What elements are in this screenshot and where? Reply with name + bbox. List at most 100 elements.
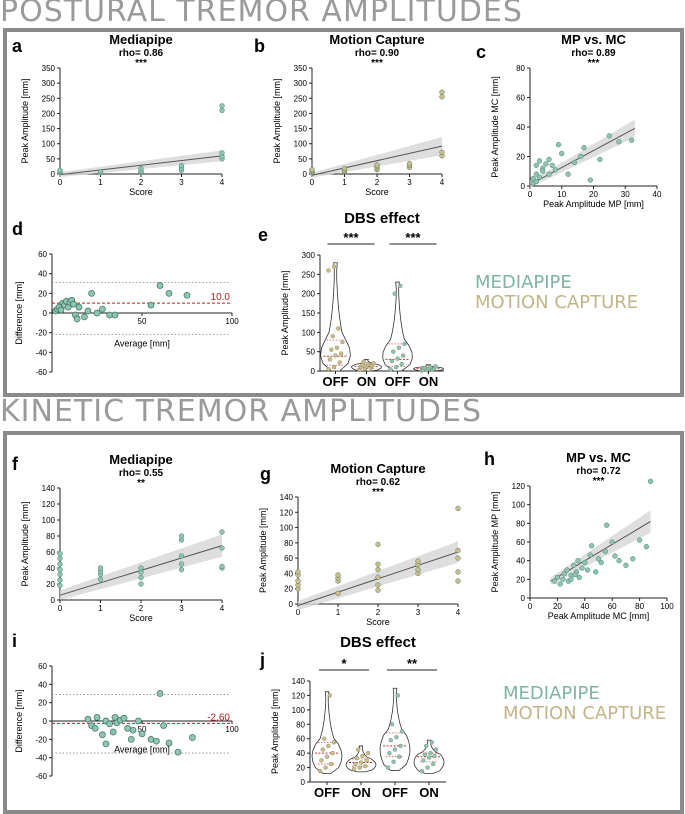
data-point [375,541,381,548]
panel-d: d 60 40 20 0 -20 -40 -60 Difference [mm] 50 100 Ave… [12,219,239,377]
data-point [593,569,599,575]
violin-point [330,750,335,756]
violin-point [371,361,376,366]
y-tick-label: 80 [46,532,55,541]
data-point [295,578,301,584]
violin-point [358,760,364,765]
y-tick-label: 250 [42,94,56,103]
data-point [579,565,585,571]
data-point [602,548,608,554]
data-point [129,726,137,734]
category-label: ON [419,785,439,800]
y-axis-label: Difference [mm] [14,689,24,752]
chart-title: MP vs. MC [566,450,631,465]
data-point [120,714,128,722]
data-point [135,717,142,725]
violin-point [432,753,437,759]
violin-point [429,740,434,745]
violin-point [394,735,399,740]
data-point [536,174,543,180]
violin-point [389,358,395,364]
x-axis-label: Score [129,187,153,197]
violin-point [391,759,396,764]
data-point [571,562,577,568]
category-label: OFF [382,785,408,800]
data-point [406,161,413,167]
data-point [533,162,539,169]
data-point [111,311,119,319]
x-tick-label: 0 [58,604,63,613]
y-tick-label: -60 [35,368,47,377]
data-point [415,558,421,564]
violin-point [319,758,324,763]
x-tick-label: 4 [440,178,445,187]
data-point [543,161,549,167]
data-point [57,555,63,562]
data-point [540,168,546,174]
x-tick-label: 20 [589,190,598,199]
violin-point [399,729,405,734]
violin-shape [379,687,411,771]
chart-title: DBS effect [344,210,420,227]
chart-stat: rho= 0.90 [355,48,400,59]
violin-point [327,693,332,698]
y-axis-label: Peak Amplitude MP [mm] [490,492,500,593]
data-point [97,576,104,582]
x-tick-label: 3 [416,608,421,617]
x-tick-label: 40 [580,602,589,611]
chart-significance: *** [372,487,384,498]
data-point [575,558,581,564]
y-tick-label: 300 [294,79,308,88]
y-tick-label: 140 [292,677,306,686]
violin-point [390,722,395,727]
data-point [160,722,167,729]
legend-mediapipe-kinetic: MEDIAPIPE [503,683,600,704]
y-tick-label: -20 [35,735,47,744]
legend-motion-capture-kinetic: MOTION CAPTURE [503,703,667,724]
chart-significance: *** [371,58,383,69]
kinetic-section-title: KINETIC TREMOR AMPLITUDES [0,394,483,429]
data-point [127,735,135,743]
y-tick-label: 250 [302,270,316,279]
y-tick-label: 100 [302,328,316,337]
mean-difference-label: 10.0 [211,292,231,303]
x-tick-label: 4 [456,608,461,617]
kinetic-section-box [3,431,684,814]
chart-stat: rho= 0.89 [571,48,616,59]
category-label: ON [351,785,371,800]
data-point [439,89,445,95]
violin-point [396,345,402,350]
data-point [93,309,101,317]
chart-stat: rho= 0.62 [356,477,401,488]
y-tick-label: 20 [516,153,525,162]
y-axis-label: Peak Amplitude [mm] [20,78,30,163]
data-point [138,565,144,571]
data-point [616,558,622,564]
violin-point [388,738,393,743]
violin-shape [311,691,343,774]
y-axis-label: Peak Amplitude [mm] [280,270,290,355]
data-point [138,574,144,581]
y-tick-label: 200 [42,109,56,118]
postural-section-title: POSTURAL TREMOR AMPLITUDES [0,0,523,29]
chart-stat: rho= 0.86 [119,48,164,59]
x-axis-label: Score [129,613,153,623]
y-tick-label: 40 [38,270,47,279]
y-tick-label: 20 [38,289,47,298]
x-tick-label: 2 [139,604,144,613]
y-tick-label: 0 [303,170,308,179]
data-point [576,574,582,581]
violin-point [433,747,439,752]
violin-point [329,761,334,767]
chart-title: DBS effect [340,634,416,651]
chart-title: Mediapipe [109,32,173,47]
y-tick-label: 40 [284,569,293,578]
data-point [572,572,578,578]
y-tick-label: 0 [521,182,526,191]
data-point [156,282,164,289]
violin-point [337,360,342,365]
data-point [57,582,63,589]
y-tick-label: -40 [35,754,47,763]
data-point [97,565,104,571]
